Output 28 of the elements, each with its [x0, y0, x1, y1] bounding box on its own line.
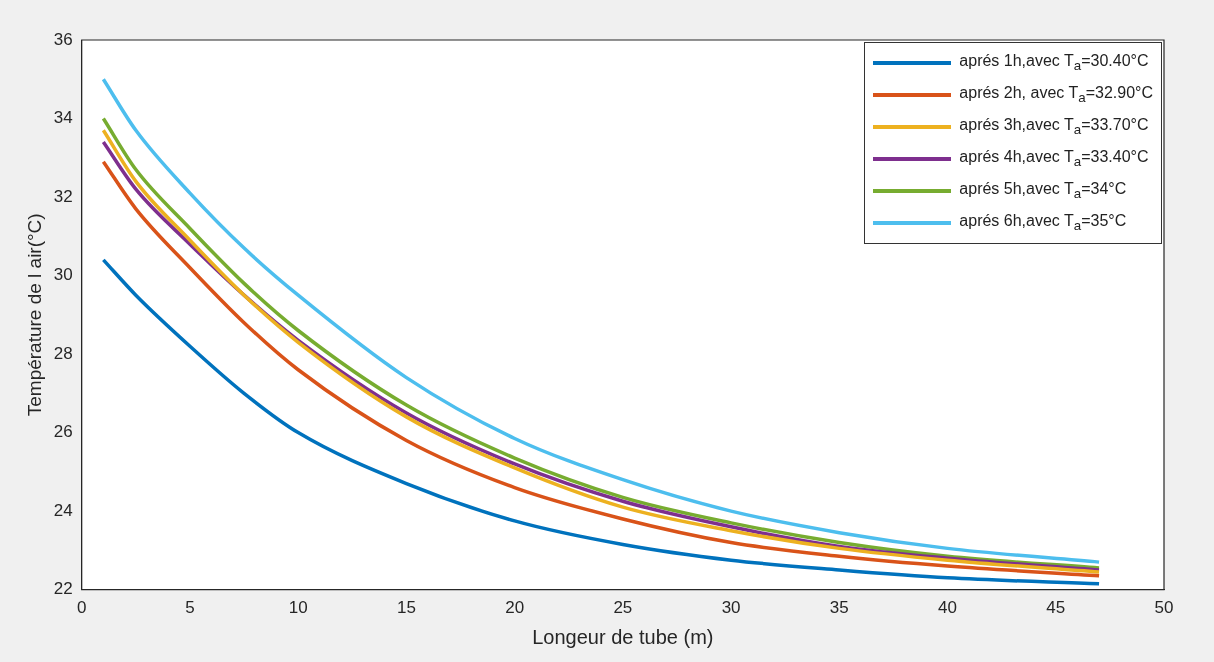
x-tick-label: 20 [505, 598, 525, 618]
y-tick-label: 28 [53, 343, 73, 363]
x-tick-label: 40 [938, 598, 957, 618]
y-tick-label: 34 [53, 108, 73, 128]
y-tick-label: 24 [53, 500, 73, 520]
x-tick-label: 30 [721, 598, 741, 618]
x-tick-label: 35 [829, 598, 849, 618]
y-tick-label: 22 [53, 579, 73, 599]
y-axis-title: Température de l air(°C) [23, 213, 45, 417]
x-axis-title: Longeur de tube (m) [532, 625, 714, 648]
x-tick-label: 50 [1154, 598, 1174, 618]
x-tick-label: 10 [288, 598, 308, 618]
legend-label: aprés 4h,avec T$_{a}$=33.40°C [959, 148, 1149, 170]
legend-label: aprés 1h,avec T$_{a}$=30.40°C [959, 52, 1149, 74]
y-tick-label: 36 [53, 29, 73, 49]
legend-label: aprés 5h,avec T$_{a}$=34°C [959, 180, 1127, 202]
x-tick-label: 25 [613, 598, 633, 618]
legend-label: aprés 2h, avec T$_{a}$=32.90°C [959, 84, 1153, 106]
legend-label: aprés 6h,avec T$_{a}$=35°C [959, 212, 1127, 234]
x-tick-label: 0 [76, 598, 87, 618]
x-tick-label: 45 [1046, 598, 1066, 618]
x-tick-label: 5 [185, 598, 195, 618]
y-tick-label: 26 [53, 422, 73, 442]
y-tick-label: 30 [53, 265, 73, 285]
legend-label: aprés 3h,avec T$_{a}$=33.70°C [959, 116, 1149, 138]
y-tick-label: 32 [53, 186, 73, 206]
line-series [101, 258, 1101, 586]
x-tick-label: 15 [396, 598, 416, 618]
